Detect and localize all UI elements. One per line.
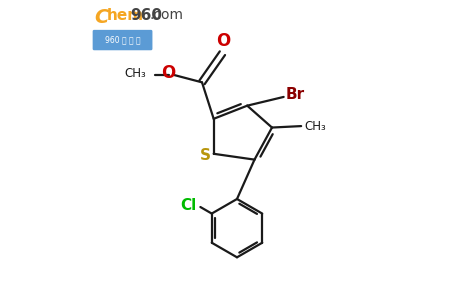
Text: CH₃: CH₃	[125, 67, 146, 80]
Text: 960 化 工 网: 960 化 工 网	[105, 35, 140, 45]
Text: Br: Br	[286, 87, 305, 102]
Text: S: S	[200, 148, 210, 163]
Text: CH₃: CH₃	[305, 120, 327, 133]
Text: C: C	[95, 8, 109, 27]
Text: O: O	[216, 32, 230, 50]
FancyBboxPatch shape	[92, 30, 153, 50]
Text: O: O	[161, 64, 175, 82]
Text: .com: .com	[149, 8, 183, 22]
Text: Cl: Cl	[180, 198, 196, 213]
Text: 960: 960	[130, 8, 163, 23]
Text: hem: hem	[107, 8, 145, 23]
